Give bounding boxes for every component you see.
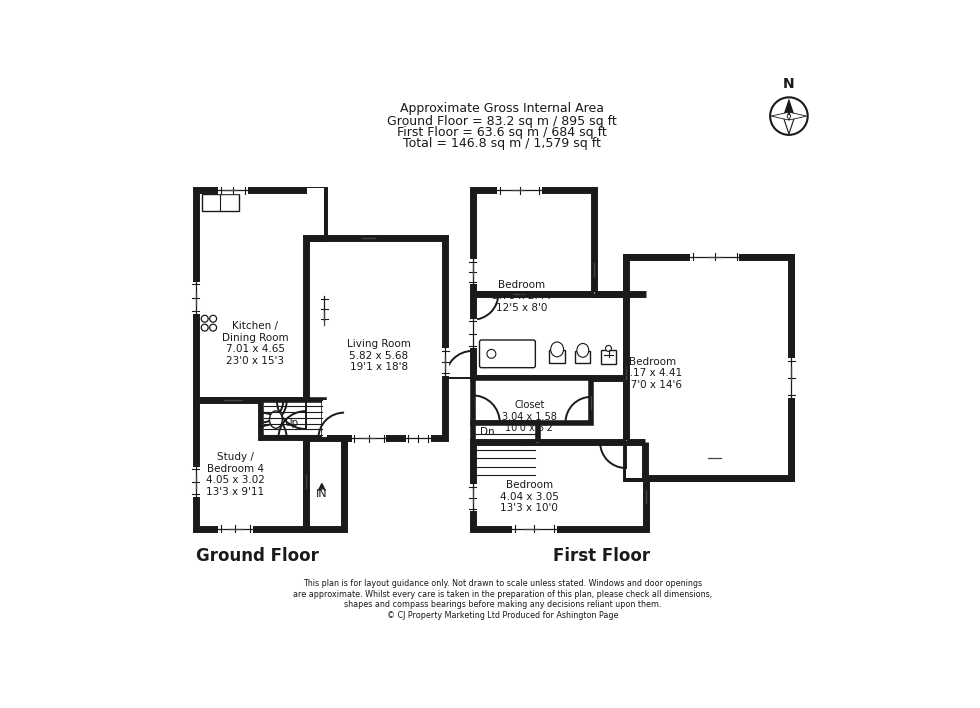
- Text: IN: IN: [316, 489, 327, 499]
- Polygon shape: [472, 423, 538, 478]
- Bar: [321, 400, 326, 438]
- Polygon shape: [196, 190, 324, 400]
- Text: First Floor: First Floor: [553, 547, 650, 565]
- Circle shape: [770, 97, 808, 135]
- Bar: [307, 188, 324, 238]
- Bar: [626, 440, 645, 478]
- Text: N: N: [783, 77, 795, 91]
- Bar: [594, 292, 648, 294]
- Circle shape: [210, 315, 217, 322]
- Text: Up: Up: [283, 418, 298, 428]
- Polygon shape: [789, 112, 807, 120]
- Bar: [202, 194, 239, 211]
- Text: © CJ Property Marketing Ltd Produced for Ashington Page: © CJ Property Marketing Ltd Produced for…: [386, 611, 618, 620]
- Bar: [202, 194, 239, 211]
- Polygon shape: [472, 442, 646, 529]
- Text: Ground Floor = 83.2 sq m / 895 sq ft: Ground Floor = 83.2 sq m / 895 sq ft: [387, 115, 617, 127]
- Polygon shape: [306, 438, 344, 529]
- Circle shape: [606, 346, 612, 351]
- Ellipse shape: [551, 342, 564, 357]
- Ellipse shape: [270, 411, 282, 428]
- Text: Closet
3.04 x 1.58
10'0 x 5'2: Closet 3.04 x 1.58 10'0 x 5'2: [502, 400, 557, 433]
- Text: Bedroom
4.04 x 3.05
13'3 x 10'0: Bedroom 4.04 x 3.05 13'3 x 10'0: [500, 480, 559, 513]
- Polygon shape: [472, 294, 646, 378]
- Polygon shape: [783, 98, 795, 118]
- Polygon shape: [783, 114, 795, 134]
- Polygon shape: [261, 400, 306, 438]
- Polygon shape: [472, 190, 594, 294]
- Polygon shape: [261, 400, 324, 438]
- Polygon shape: [626, 257, 792, 478]
- Text: Bedroom
3.78 x 2.44
12'5 x 8'0: Bedroom 3.78 x 2.44 12'5 x 8'0: [493, 280, 552, 313]
- Text: Kitchen /
Dining Room
7.01 x 4.65
23'0 x 15'3: Kitchen / Dining Room 7.01 x 4.65 23'0 x…: [221, 321, 288, 366]
- Text: Approximate Gross Internal Area: Approximate Gross Internal Area: [400, 102, 605, 115]
- Text: Living Room
5.82 x 5.68
19'1 x 18'8: Living Room 5.82 x 5.68 19'1 x 18'8: [347, 339, 411, 372]
- Bar: [575, 351, 590, 363]
- Circle shape: [201, 315, 208, 322]
- Polygon shape: [626, 257, 792, 478]
- Text: First Floor = 63.6 sq m / 684 sq ft: First Floor = 63.6 sq m / 684 sq ft: [397, 126, 608, 139]
- Text: Dn: Dn: [480, 428, 495, 438]
- Bar: [601, 350, 615, 364]
- Text: Total = 146.8 sq m / 1,579 sq ft: Total = 146.8 sq m / 1,579 sq ft: [404, 137, 601, 150]
- Text: shapes and compass bearings before making any decisions reliant upon them.: shapes and compass bearings before makin…: [344, 600, 661, 610]
- Ellipse shape: [577, 343, 589, 358]
- Polygon shape: [306, 238, 446, 438]
- Circle shape: [201, 324, 208, 331]
- Ellipse shape: [487, 349, 496, 358]
- Polygon shape: [771, 112, 789, 120]
- Polygon shape: [472, 378, 591, 423]
- Text: Bedroom
5.17 x 4.41
17'0 x 14'6: Bedroom 5.17 x 4.41 17'0 x 14'6: [623, 357, 682, 389]
- Text: Study /
Bedroom 4
4.05 x 3.02
13'3 x 9'11: Study / Bedroom 4 4.05 x 3.02 13'3 x 9'1…: [206, 452, 265, 497]
- Text: are approximate. Whilst every care is taken in the preparation of this plan, ple: are approximate. Whilst every care is ta…: [293, 590, 711, 598]
- Text: This plan is for layout guidance only. Not drawn to scale unless stated. Windows: This plan is for layout guidance only. N…: [303, 578, 702, 588]
- Bar: [549, 350, 565, 363]
- Polygon shape: [196, 400, 306, 529]
- FancyBboxPatch shape: [479, 340, 535, 367]
- Circle shape: [210, 324, 217, 331]
- Text: Ground Floor: Ground Floor: [196, 547, 319, 565]
